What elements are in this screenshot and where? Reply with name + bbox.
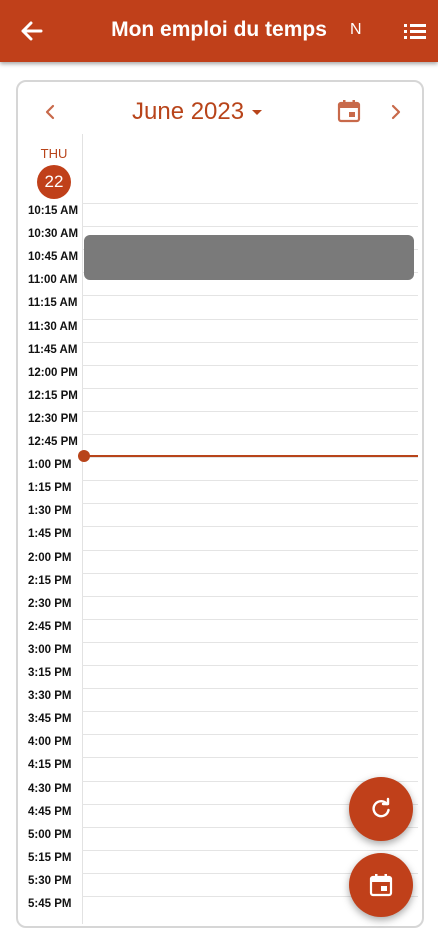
arrow-left-icon xyxy=(21,21,43,41)
time-label: 3:00 PM xyxy=(28,643,72,656)
app-bar: Mon emploi du temps N xyxy=(0,0,438,62)
previous-month-button[interactable] xyxy=(38,100,62,124)
time-slot-line xyxy=(82,318,418,320)
time-slot-line xyxy=(82,595,418,597)
time-label: 4:00 PM xyxy=(28,736,72,749)
time-slot-line xyxy=(82,503,418,505)
time-slot-line xyxy=(82,618,418,620)
time-label: 5:30 PM xyxy=(28,874,72,887)
day-of-week: THU xyxy=(40,146,68,161)
time-slot-line xyxy=(82,849,418,851)
day-number: 22 xyxy=(37,165,71,199)
time-label: 2:30 PM xyxy=(28,597,72,610)
time-label: 12:30 PM xyxy=(28,412,78,425)
time-slot-line xyxy=(82,665,418,666)
chevron-right-icon xyxy=(391,104,401,120)
time-label: 12:45 PM xyxy=(28,436,78,448)
time-label: 3:30 PM xyxy=(28,690,72,703)
refresh-icon xyxy=(372,797,390,818)
time-label: 12:00 PM xyxy=(28,366,78,379)
time-slot-line xyxy=(82,226,418,228)
time-slot-line xyxy=(82,803,418,805)
time-slot-line xyxy=(82,526,418,528)
time-slot-line xyxy=(82,734,418,736)
time-slot-line xyxy=(82,410,418,412)
time-slot-line xyxy=(82,872,418,874)
time-label: 10:45 AM xyxy=(28,251,79,264)
time-label: 2:00 PM xyxy=(28,551,72,564)
user-initial[interactable]: N xyxy=(350,21,362,38)
time-slot-line xyxy=(82,549,418,551)
time-label: 3:15 PM xyxy=(28,667,72,679)
time-label: 11:00 AM xyxy=(28,274,78,287)
month-label: June 2023 xyxy=(132,98,245,125)
time-label: 1:30 PM xyxy=(28,505,72,518)
time-label: 5:15 PM xyxy=(28,851,72,864)
calendar-event[interactable] xyxy=(84,235,414,280)
time-slot-line xyxy=(82,341,418,343)
caret-down-icon xyxy=(252,109,263,115)
refresh-button[interactable] xyxy=(349,777,413,841)
chevron-left-icon xyxy=(45,104,55,120)
time-slot-line xyxy=(82,757,418,759)
calendar-today-icon xyxy=(369,874,393,897)
time-label: 10:30 AM xyxy=(28,228,79,241)
time-column-divider xyxy=(82,134,83,924)
time-slot-line xyxy=(82,780,418,782)
time-label: 5:45 PM xyxy=(28,898,72,910)
calendar-card: June 2023 THU 22 10:15 AM 10:30 AM 10:45 A… xyxy=(16,80,424,928)
time-slot-line xyxy=(82,826,418,828)
time-slot-line xyxy=(82,896,418,897)
menu-button[interactable] xyxy=(400,16,430,46)
next-month-button[interactable] xyxy=(384,100,408,124)
time-label: 1:45 PM xyxy=(28,528,72,541)
time-label: 10:15 AM xyxy=(28,205,79,217)
time-slot-line xyxy=(82,364,418,366)
calendar-icon xyxy=(337,100,361,123)
time-label: 2:45 PM xyxy=(28,620,72,633)
month-selector[interactable]: June 2023 xyxy=(132,98,263,126)
time-slot-line xyxy=(82,688,418,690)
time-slot-line xyxy=(82,641,418,643)
time-slot-line xyxy=(82,480,418,482)
today-button[interactable] xyxy=(349,853,413,917)
time-grid[interactable]: 10:15 AM 10:30 AM 10:45 AM 11:00 AM 11:15 AM… xyxy=(18,82,422,926)
time-slot-line xyxy=(82,434,418,435)
time-label: 11:15 AM xyxy=(28,297,78,310)
time-label: 12:15 PM xyxy=(28,389,78,402)
calendar-picker-button[interactable] xyxy=(336,98,362,124)
time-slot-line xyxy=(82,572,418,574)
time-label: 4:30 PM xyxy=(28,782,72,795)
time-slot-line xyxy=(82,295,418,297)
time-label: 5:00 PM xyxy=(28,828,72,841)
time-label: 1:15 PM xyxy=(28,482,72,495)
current-time-line xyxy=(82,455,418,457)
time-label: 2:15 PM xyxy=(28,574,72,587)
time-label: 3:45 PM xyxy=(28,713,72,726)
page-title: Mon emploi du temps xyxy=(111,18,327,41)
time-label: 4:15 PM xyxy=(28,759,72,772)
list-icon xyxy=(404,24,426,39)
time-label: 1:00 PM xyxy=(28,459,72,472)
back-button[interactable] xyxy=(16,15,48,47)
time-label: 11:30 AM xyxy=(28,320,78,333)
time-slot-line xyxy=(82,203,418,204)
time-label: 11:45 AM xyxy=(28,343,78,356)
time-slot-line xyxy=(82,711,418,713)
time-slot-line xyxy=(82,457,418,459)
current-time-dot xyxy=(78,450,90,462)
day-header[interactable]: THU 22 xyxy=(30,146,78,199)
time-slot-line xyxy=(82,387,418,389)
time-label: 4:45 PM xyxy=(28,805,72,818)
